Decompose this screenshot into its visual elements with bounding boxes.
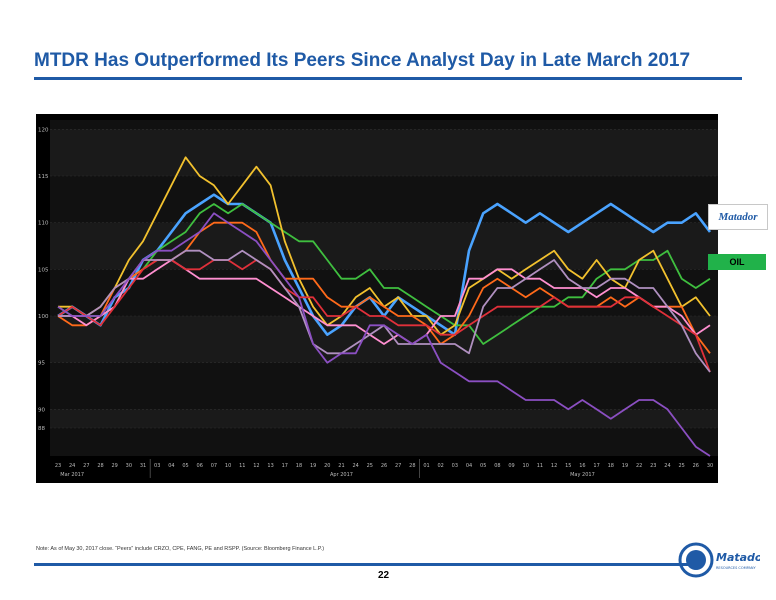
x-tick-label: 20 [324, 463, 330, 469]
x-tick-label: 23 [55, 463, 61, 469]
series-line [58, 259, 711, 345]
x-tick-label: 28 [409, 463, 415, 469]
y-tick-label: 100 [38, 314, 49, 320]
series-lines [57, 156, 712, 457]
x-tick-label: 16 [579, 463, 585, 469]
y-axis: 120 115 110 105 100 95 90 88 [38, 127, 49, 432]
x-tick-label: 10 [225, 463, 231, 469]
x-tick-label: 25 [367, 463, 373, 469]
y-tick-label: 95 [38, 361, 45, 367]
x-axis: 23 24 27 28 29 30 31 03 04 05 06 07 10 11 12 13 17 18 19 20… [55, 459, 713, 478]
x-tick-label: 30 [126, 463, 132, 469]
footer-logo-subtext: RESOURCES COMPANY [716, 566, 757, 570]
x-tick-label: 18 [296, 463, 302, 469]
x-tick-label: 08 [494, 463, 500, 469]
x-tick-label: 17 [282, 463, 288, 469]
x-tick-label: 24 [69, 463, 75, 469]
month-label: Mar 2017 [60, 472, 84, 478]
grid-band [50, 222, 718, 270]
grid-band [50, 316, 718, 363]
x-tick-label: 10 [523, 463, 529, 469]
x-tick-label: 21 [338, 463, 344, 469]
oil-legend-label: OIL [708, 254, 766, 270]
x-tick-label: 24 [352, 463, 358, 469]
series-line [57, 212, 711, 457]
matador-logo: Matador RESOURCES COMPANY [676, 540, 768, 580]
page-number: 22 [378, 570, 390, 581]
x-tick-label: 26 [693, 463, 699, 469]
source-note: Note: As of May 30, 2017 close. “Peers” … [36, 546, 325, 552]
x-tick-label: 28 [97, 463, 103, 469]
slide-title: MTDR Has Outperformed Its Peers Since An… [34, 50, 691, 71]
x-tick-label: 18 [608, 463, 614, 469]
x-tick-label: 11 [537, 463, 543, 469]
title-underline [34, 77, 742, 80]
x-tick-label: 02 [438, 463, 444, 469]
y-tick-label: 115 [38, 174, 49, 180]
x-tick-label: 05 [182, 463, 188, 469]
x-tick-label: 31 [140, 463, 146, 469]
x-tick-label: 27 [83, 463, 89, 469]
x-tick-label: 12 [551, 463, 557, 469]
x-tick-label: 19 [622, 463, 628, 469]
series-line [57, 203, 711, 345]
x-tick-label: 26 [381, 463, 387, 469]
x-tick-label: 06 [197, 463, 203, 469]
grid-band [50, 129, 718, 176]
x-tick-label: 19 [310, 463, 316, 469]
x-tick-label: 01 [423, 463, 429, 469]
x-tick-label: 29 [112, 463, 118, 469]
matador-legend-logo: Matador [708, 204, 768, 230]
x-tick-label: 12 [253, 463, 259, 469]
grid-band [50, 409, 718, 428]
x-tick-label: 25 [678, 463, 684, 469]
x-tick-label: 27 [395, 463, 401, 469]
x-tick-label: 04 [466, 463, 472, 469]
x-tick-label: 15 [565, 463, 571, 469]
x-tick-label: 09 [508, 463, 514, 469]
month-label: May 2017 [570, 472, 595, 478]
legend-logo-text: Matador [718, 211, 758, 223]
bull-logo-icon: Matador RESOURCES COMPANY [678, 542, 768, 578]
x-tick-label: 22 [636, 463, 642, 469]
x-tick-label: 30 [707, 463, 713, 469]
x-tick-label: 23 [650, 463, 656, 469]
x-tick-label: 07 [211, 463, 217, 469]
x-tick-label: 17 [593, 463, 599, 469]
x-tick-label: 04 [168, 463, 174, 469]
x-tick-label: 03 [154, 463, 160, 469]
footer-rule [34, 563, 689, 566]
month-label: Apr 2017 [330, 472, 353, 478]
x-tick-label: 24 [664, 463, 670, 469]
grid-layer [50, 129, 718, 429]
x-tick-label: 05 [480, 463, 486, 469]
y-tick-label: 88 [38, 426, 45, 432]
x-tick-label: 03 [452, 463, 458, 469]
x-tick-label: 13 [267, 463, 273, 469]
y-tick-label: 105 [38, 267, 49, 273]
footer-logo-text: Matador [716, 551, 760, 564]
y-tick-label: 90 [38, 407, 45, 413]
y-tick-label: 110 [38, 221, 49, 227]
y-tick-label: 120 [38, 127, 49, 133]
x-tick-label: 11 [239, 463, 245, 469]
chart-panel: 120 115 110 105 100 95 90 88 23 24 27 28 29 30 31 03 04… [36, 114, 718, 483]
